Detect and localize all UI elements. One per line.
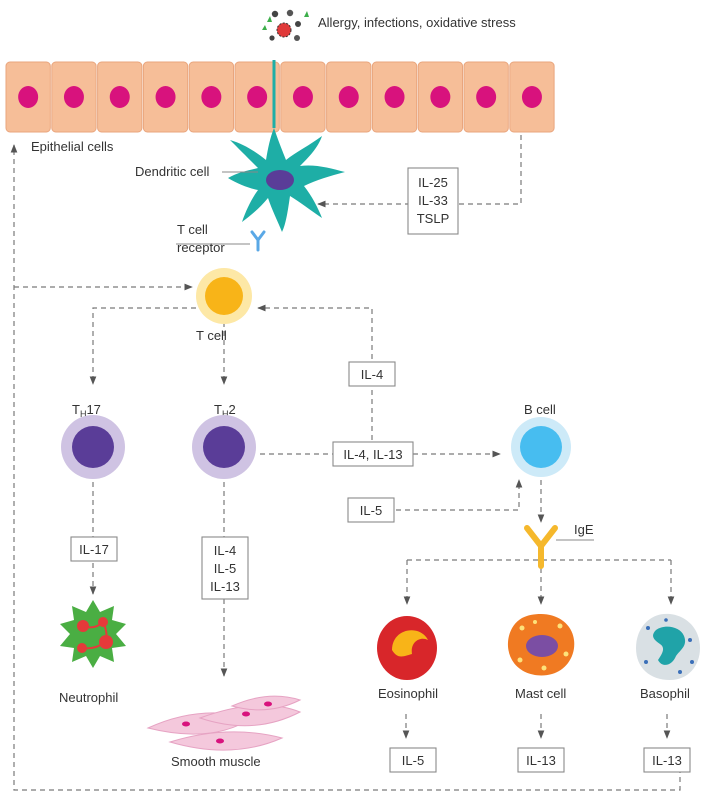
smooth-muscle-label: Smooth muscle [171,754,261,769]
th2-il5: IL-5 [214,561,236,576]
th2-cytokines-box: IL-4 IL-5 IL-13 [201,536,249,600]
il17-box [70,536,118,562]
il5-bcell-label: IL-5 [360,503,382,518]
il4-feedback-label: IL-4 [361,367,383,382]
basophil-cell [636,613,700,680]
il17-label: IL-17 [79,542,109,557]
dendritic-cell-label: Dendritic cell [135,164,210,179]
eosinophil-il5-box [389,747,437,773]
neutrophil-cell [60,600,126,668]
th17-cell [61,415,125,479]
epithelial-nucleus [109,86,130,108]
t-cell [196,268,252,324]
th2-il13: IL-13 [210,579,240,594]
epithelial-nucleus [476,86,497,108]
basophil-il13-box [643,747,691,773]
th17-label: TH17 [72,402,101,419]
arrow-tcell-to-th17 [89,307,196,385]
eosinophil-il5-label: IL-5 [402,753,424,768]
connector-lines [10,135,681,791]
epithelial-nucleus [521,86,542,108]
svg-text:TH17: TH17 [72,402,101,419]
epithelial-nucleus [430,86,451,108]
epithelial-cells-label: Epithelial cells [31,139,114,154]
basophil-il13-label: IL-13 [652,753,682,768]
t-cell-label: T cell [196,328,227,343]
il4-il13-box [332,441,414,467]
ige-antibody-icon [524,525,558,569]
ige-label: IgE [574,522,594,537]
il4-feedback-box [348,361,396,387]
allergen-icon [262,9,309,41]
epithelial-nucleus [201,86,222,108]
cytokine-il25: IL-25 [418,175,448,190]
cytokine-il33: IL-33 [418,193,448,208]
epithelial-nucleus [18,86,39,108]
eosinophil-cell [377,616,437,680]
arrow-il4-to-tcell [257,304,373,440]
epithelial-layer [5,61,555,133]
il5-bcell-box [347,497,395,523]
epithelial-nucleus [63,86,84,108]
tcr-label-line2: receptor [177,240,225,255]
t-cell-receptor-icon [250,230,266,252]
trigger-label: Allergy, infections, oxidative stress [318,15,516,30]
epithelial-nucleus [247,86,268,108]
il4-il13-label: IL-4, IL-13 [343,447,402,462]
mast-il13-box [517,747,565,773]
cytokine-tslp: TSLP [417,211,450,226]
b-cell [511,417,571,477]
th2-il4: IL-4 [214,543,236,558]
eosinophil-label: Eosinophil [378,686,438,701]
svg-text:TH2: TH2 [214,402,236,419]
epithelial-nucleus [384,86,405,108]
tcr-label-line1: T cell [177,222,208,237]
basophil-label: Basophil [640,686,690,701]
th2-label: TH2 [214,402,236,419]
arrow-feedback-to-epithelium [10,144,681,791]
mast-cell [507,614,575,676]
mast-il13-label: IL-13 [526,753,556,768]
smooth-muscle-cells [146,695,302,751]
mast-cell-label: Mast cell [515,686,566,701]
arrow-il5-to-bcell [396,479,523,511]
neutrophil-label: Neutrophil [59,690,118,705]
epithelial-cytokines-box: IL-25 IL-33 TSLP [407,167,459,235]
arrow-epithelium-to-dendritic [317,135,522,208]
th2-cell [192,415,256,479]
dendritic-cell [228,60,345,232]
epithelial-nucleus [155,86,176,108]
epithelial-nucleus [292,86,313,108]
epithelial-nucleus [338,86,359,108]
b-cell-label: B cell [524,402,556,417]
